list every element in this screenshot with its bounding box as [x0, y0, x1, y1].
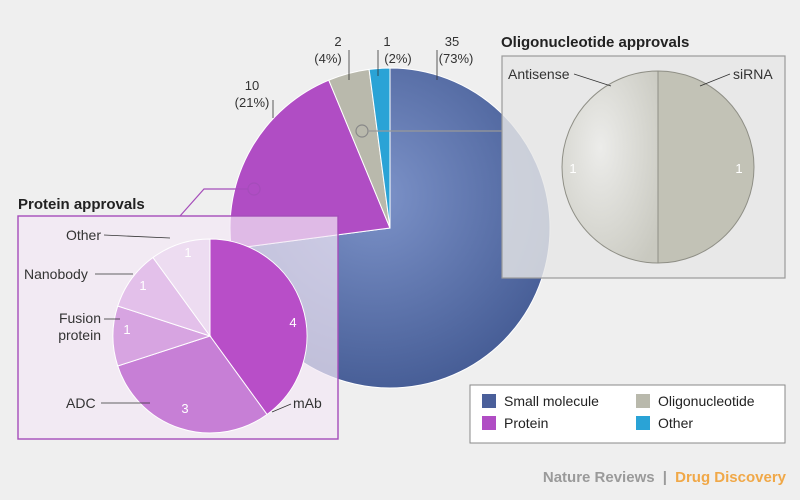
label-small-molecule-percent: (73%) [439, 51, 474, 66]
protein-value-fusion: 1 [123, 322, 130, 337]
label-other-percent: (2%) [384, 51, 411, 66]
oligo-slice-antisense [561, 70, 659, 264]
protein-value-nanobody: 1 [139, 278, 146, 293]
protein-value-adc: 3 [181, 401, 188, 416]
oligo-value-sirna: 1 [735, 161, 742, 176]
protein-label-adc: ADC [66, 395, 96, 411]
oligo-callout: Oligonucleotide approvals Antisense siRN… [355, 34, 786, 279]
label-other-count: 1 [383, 34, 390, 49]
protein-label-fusion-line1: Fusion [59, 310, 101, 326]
label-small-molecule-count: 35 [445, 34, 459, 49]
protein-label-mab: mAb [293, 395, 322, 411]
legend-swatch-oligonucleotide [636, 394, 650, 408]
svg-text:Nature Reviews | D: Nature Reviews | Drug Discovery [543, 469, 787, 486]
legend-swatch-small-molecule [482, 394, 496, 408]
label-oligo-percent: (4%) [314, 51, 341, 66]
legend-label-other: Other [658, 415, 693, 431]
legend-swatch-protein [482, 416, 496, 430]
protein-pie [112, 238, 308, 434]
oligo-label-antisense: Antisense [508, 66, 570, 82]
protein-value-mab: 4 [289, 315, 296, 330]
legend-label-protein: Protein [504, 415, 548, 431]
label-protein-percent: (21%) [235, 95, 270, 110]
credit-separator: | [663, 469, 667, 486]
credit: Nature Reviews | Drug Discovery [543, 469, 787, 486]
oligo-value-antisense: 1 [569, 161, 576, 176]
oligo-title: Oligonucleotide approvals [501, 34, 689, 51]
main-slice-other [368, 67, 391, 229]
protein-title: Protein approvals [18, 196, 145, 213]
legend-label-oligonucleotide: Oligonucleotide [658, 393, 755, 409]
protein-label-fusion-line2: protein [58, 327, 101, 343]
protein-label-other: Other [66, 227, 101, 243]
protein-label-nanobody: Nanobody [24, 266, 88, 282]
protein-callout: Protein approvals Other Nanobody Fusion … [17, 182, 339, 440]
oligo-label-sirna: siRNA [733, 66, 773, 82]
protein-slice-other [152, 238, 211, 338]
credit-journal: Drug Discovery [675, 469, 787, 486]
protein-value-other: 1 [184, 245, 191, 260]
credit-publisher: Nature Reviews [543, 469, 655, 486]
legend-label-small-molecule: Small molecule [504, 393, 599, 409]
label-oligo-count: 2 [334, 34, 341, 49]
protein-slice-adc [117, 335, 268, 434]
label-protein-count: 10 [245, 78, 259, 93]
oligo-pie [561, 70, 755, 264]
legend-swatch-other [636, 416, 650, 430]
legend: Small molecule Oligonucleotide Protein O… [469, 384, 786, 444]
protein-slice-mab [209, 238, 308, 416]
main-pie-labels: 10 (21%) 2 (4%) 1 (2%) 35 (73%) [235, 34, 474, 118]
oligo-slice-sirna [657, 70, 755, 264]
